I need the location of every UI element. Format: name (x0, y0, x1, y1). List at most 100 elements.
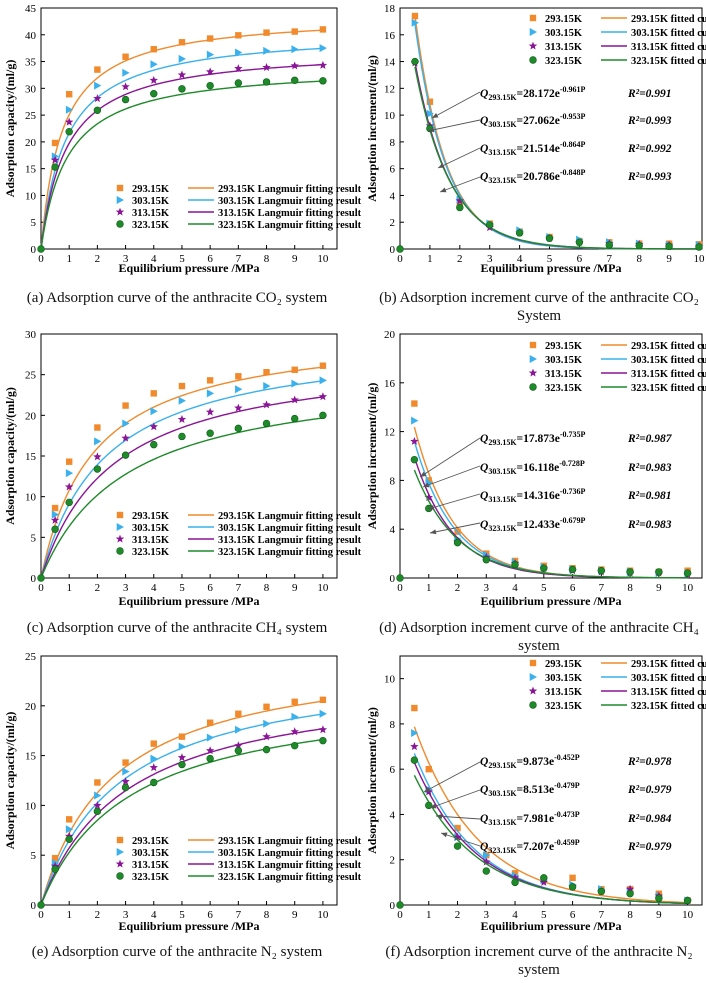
x-tick-label: 8 (264, 582, 270, 594)
x-tick-label: 1 (66, 909, 72, 921)
data-point-323.15K (65, 835, 73, 843)
data-point-303.15K (426, 109, 434, 118)
legend-label: 313.15K (132, 535, 170, 546)
data-point-313.15K (262, 63, 271, 72)
equation-arrow (429, 522, 481, 534)
data-point-323.15K (695, 243, 703, 251)
data-point-323.15K (178, 760, 186, 769)
data-point-293.15K (291, 698, 298, 706)
x-tick-label: 3 (123, 253, 129, 265)
legend-marker-293.15K (116, 511, 124, 519)
fit-equation: Q313.15K=14.316e-0.736P (480, 487, 586, 504)
equation-arrowhead (428, 504, 435, 510)
fit-equation: Q313.15K=21.514e-0.864P (480, 140, 586, 157)
data-point-323.15K (319, 736, 327, 745)
data-point-313.15K (93, 452, 102, 461)
equation-arrowhead (423, 482, 430, 488)
x-tick-label: 5 (547, 253, 553, 265)
data-point-323.15K (319, 77, 327, 85)
y-axis-label: Adsorption increment/(ml/g) (365, 383, 379, 530)
equation-arrow (435, 815, 481, 820)
equation-arrow (431, 91, 481, 119)
data-point-323.15K (65, 128, 73, 136)
legend-fit-label: 323.15K fitted curve (631, 56, 706, 67)
x-axis-label: Equilibrium pressure /MPa (481, 594, 622, 608)
legend-label: 313.15K (545, 687, 583, 698)
legend-label: 323.15K (132, 547, 170, 558)
data-point-303.15K (206, 50, 215, 59)
data-point-303.15K (291, 379, 299, 388)
x-tick-label: 7 (236, 253, 242, 265)
data-point-313.15K (290, 61, 299, 70)
fit-curve-323.15K (40, 738, 323, 906)
x-tick-label: 3 (123, 582, 129, 594)
data-point-323.15K (262, 78, 271, 86)
data-point-323.15K (410, 756, 419, 764)
data-point-293.15K (319, 362, 327, 369)
fit-equation: Q313.15K=7.981e-0.473P (480, 810, 580, 827)
x-tick-label: 2 (95, 582, 101, 594)
legend-marker-293.15K (116, 184, 124, 192)
data-point-323.15K (234, 746, 243, 755)
data-point-323.15K (456, 203, 464, 212)
data-point-313.15K (65, 117, 74, 126)
data-point-293.15K (569, 874, 576, 882)
data-point-303.15K (122, 767, 130, 776)
data-point-323.15K (655, 894, 663, 902)
data-point-303.15K (235, 48, 243, 57)
r-squared: R²=0.979 (627, 784, 672, 796)
y-tick-label: 4 (390, 524, 396, 536)
data-point-293.15K (206, 35, 214, 42)
fit-curve-313.15K (40, 63, 323, 250)
data-point-313.15K (262, 732, 271, 741)
data-point-323.15K (515, 229, 524, 237)
x-tick-label: 5 (179, 582, 185, 594)
x-tick-label: 3 (484, 582, 490, 594)
data-point-293.15K (150, 46, 157, 53)
data-point-303.15K (65, 105, 74, 114)
x-tick-label: 6 (207, 253, 213, 265)
x-tick-label: 2 (95, 253, 101, 265)
y-tick-label: 30 (25, 83, 37, 95)
y-tick-label: 25 (25, 370, 37, 382)
fit-curve-323.15K (40, 80, 323, 250)
data-point-303.15K (263, 719, 271, 728)
legend-label: 303.15K (545, 28, 583, 39)
y-tick-label: 16 (384, 30, 396, 42)
x-tick-label: 10 (682, 582, 694, 594)
x-tick-label: 10 (682, 909, 694, 921)
x-tick-label: 1 (426, 909, 432, 921)
x-tick-label: 10 (694, 253, 706, 265)
x-axis-label: Equilibrium pressure /MPa (119, 919, 260, 933)
equation-arrow (427, 493, 481, 510)
data-point-303.15K (411, 728, 419, 737)
y-tick-label: 20 (25, 137, 37, 149)
legend-fit-label: 323.15K fitted curve (631, 701, 706, 712)
data-point-323.15K (291, 741, 299, 750)
data-point-303.15K (150, 60, 158, 69)
fit-curve-293.15K (413, 426, 688, 579)
data-point-303.15K (178, 396, 186, 405)
x-tick-label: 5 (179, 253, 185, 265)
x-tick-label: 10 (317, 253, 329, 265)
x-tick-label: 2 (457, 253, 463, 265)
data-point-313.15K (177, 753, 187, 762)
legend-label: 293.15K (545, 659, 583, 670)
data-point-323.15K (453, 842, 462, 850)
data-point-323.15K (597, 887, 606, 896)
equation-arrow (437, 147, 481, 169)
x-tick-label: 3 (487, 253, 493, 265)
data-point-313.15K (177, 415, 187, 423)
equation-arrow (429, 789, 481, 809)
equation-arrow (422, 465, 481, 488)
data-point-313.15K (453, 832, 462, 841)
x-tick-label: 4 (151, 582, 157, 594)
origin-point (37, 245, 45, 253)
data-point-323.15K (150, 89, 158, 98)
legend-fit-label: 313.15K Langmuir fitting result (218, 208, 362, 219)
data-point-323.15K (410, 455, 419, 464)
x-tick-label: 5 (179, 909, 185, 921)
legend-fit-label: 293.15K fitted curve (631, 14, 706, 25)
r-squared: R²=0.981 (627, 490, 672, 502)
equation-arrow (440, 832, 481, 847)
